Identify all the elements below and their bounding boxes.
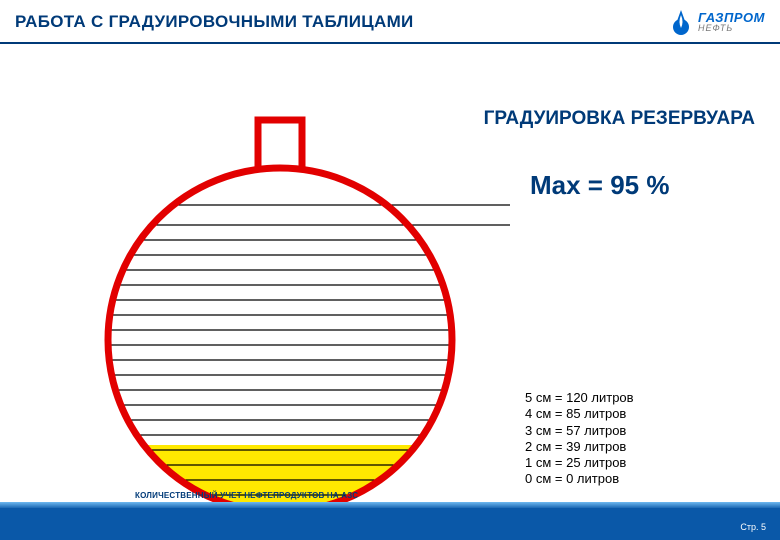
scale-row: 1 см = 25 литров [525, 455, 634, 471]
brand-logo: ГАЗПРОМ НЕФТЬ [670, 8, 765, 36]
scale-row: 2 см = 39 литров [525, 439, 634, 455]
page-number: Стр. 5 [740, 522, 766, 532]
scale-list: 5 см = 120 литров4 см = 85 литров3 см = … [525, 390, 634, 488]
flame-icon [670, 8, 692, 36]
footer-text: КОЛИЧЕСТВЕННЫЙ УЧЕТ НЕФТЕПРОДУКТОВ НА АЗ… [135, 491, 358, 500]
scale-row: 0 см = 0 литров [525, 471, 634, 487]
scale-row: 3 см = 57 литров [525, 423, 634, 439]
header: РАБОТА С ГРАДУИРОВОЧНЫМИ ТАБЛИЦАМИ ГАЗПР… [0, 0, 780, 44]
scale-row: 5 см = 120 литров [525, 390, 634, 406]
logo-line2: НЕФТЬ [698, 24, 765, 33]
tank-diagram [0, 50, 780, 520]
footer-bar [0, 508, 780, 540]
scale-row: 4 см = 85 литров [525, 406, 634, 422]
page-title: РАБОТА С ГРАДУИРОВОЧНЫМИ ТАБЛИЦАМИ [15, 12, 414, 32]
